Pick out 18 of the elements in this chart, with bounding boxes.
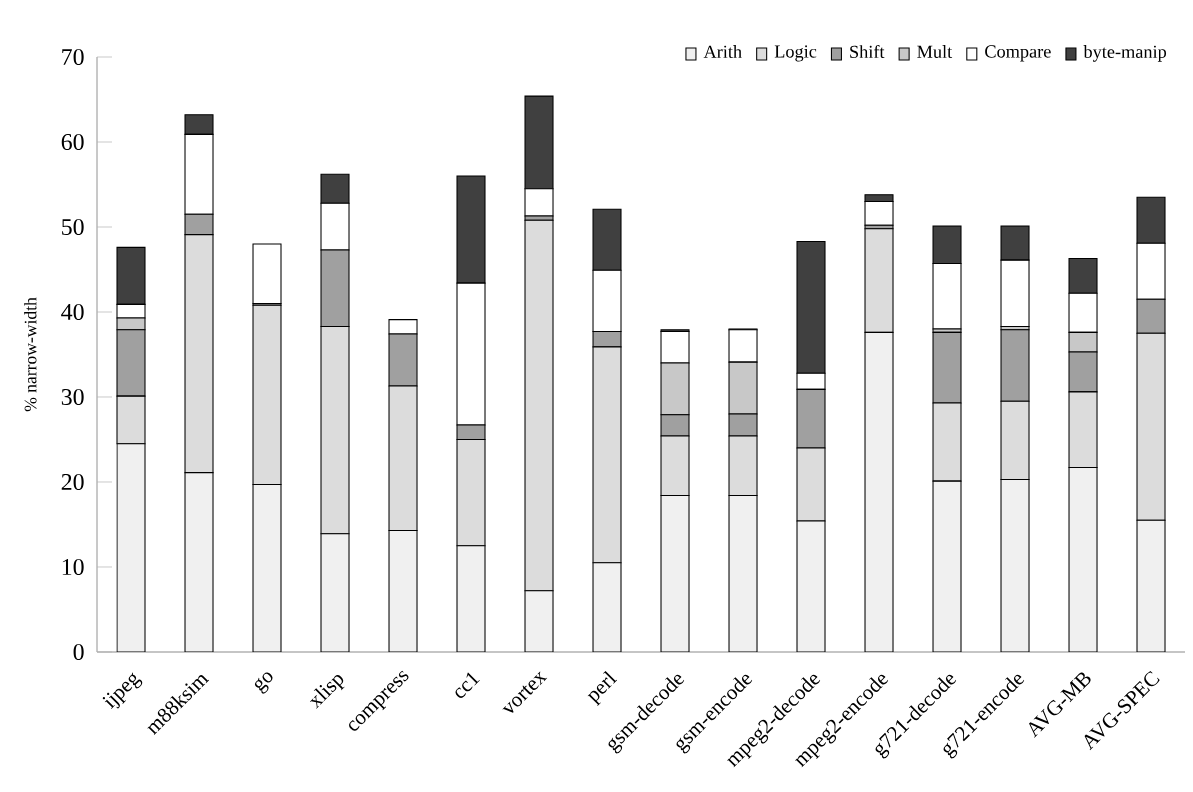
y-tick-label: 50 [62,218,84,236]
y-tick-label: 20 [61,473,84,491]
legend-label: byte-manip [1083,45,1167,62]
y-tick-label: 0 [73,643,84,661]
x-tick-label: go [254,672,273,694]
y-tick-label: 60 [61,133,84,151]
x-tick-label: cc1 [455,672,480,698]
legend-label: Logic [774,45,817,62]
y-axis-title: % narrow-width [24,297,37,412]
legend-label: Shift [850,44,885,59]
y-tick-label: 70 [62,48,84,66]
x-tick-label: xlisp [309,675,345,709]
legend-label: Arith [703,45,742,58]
y-tick-label: 40 [61,303,84,321]
legend-label: Mult [917,45,953,58]
legend-label: Compare [985,45,1051,62]
y-tick-label: 10 [62,558,84,576]
y-tick-label: 30 [61,388,84,406]
